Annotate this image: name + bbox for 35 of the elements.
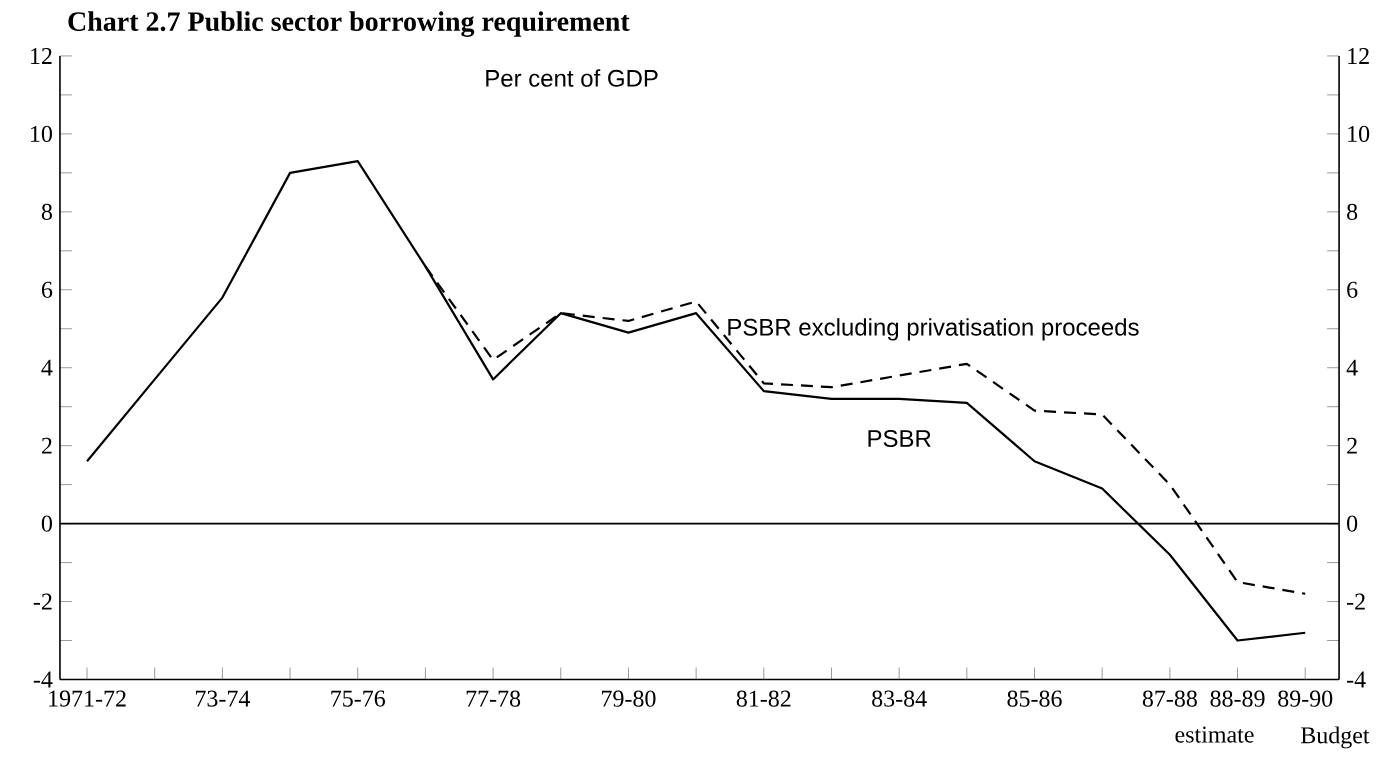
y-tick-label: -4 [33, 671, 53, 688]
y2-tick-label: -4 [1347, 671, 1366, 688]
x-tick-label: 1971-72 [49, 690, 126, 707]
series-label: PSBR [868, 429, 931, 447]
series-label: PSBR excluding privatisation proceeds [728, 317, 1139, 341]
x-tick-label: 77-78 [466, 690, 521, 707]
x-tick-label: 85-86 [1007, 690, 1062, 707]
y-tick-label: 8 [41, 203, 52, 220]
y-axis-title: Per cent of GDP [486, 69, 658, 87]
x-tick-label: 75-76 [331, 690, 386, 707]
y2-tick-label: -2 [1347, 593, 1365, 610]
y2-tick-label: 8 [1347, 203, 1358, 220]
x-tick-label: 87-88 [1142, 690, 1197, 707]
y2-tick-label: 0 [1347, 515, 1358, 532]
y-tick-label: 2 [41, 437, 52, 454]
chart-title: Chart 2.7 Public sector borrowing requirement [68, 11, 630, 37]
text: Budget [1300, 726, 1370, 749]
x-tick-label: 88-89 [1210, 690, 1265, 707]
text: estimate [1175, 726, 1254, 743]
y-tick-label: 10 [31, 125, 52, 142]
y2-tick-label: 10 [1348, 125, 1370, 142]
y2-tick-label: 2 [1347, 437, 1357, 454]
y-tick-label: 12 [31, 47, 52, 64]
y2-tick-label: 6 [1347, 281, 1358, 298]
y2-tick-label: 12 [1348, 47, 1369, 64]
x-tick-label: 73-74 [195, 690, 250, 707]
y-tick-label: -2 [33, 593, 52, 610]
y2-tick-label: 4 [1346, 359, 1358, 376]
y-tick-label: 4 [41, 359, 53, 376]
y-tick-label: 0 [41, 515, 52, 532]
x-tick-label: 79-80 [602, 690, 656, 707]
x-tick-label: 83-84 [872, 690, 927, 707]
y-tick-label: 6 [41, 281, 53, 298]
x-tick-label: 89-90 [1278, 690, 1333, 707]
x-tick-label: 81-82 [736, 690, 791, 707]
